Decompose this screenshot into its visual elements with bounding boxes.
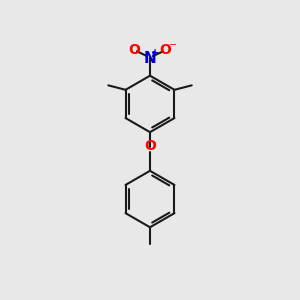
Text: N: N: [144, 51, 156, 66]
Text: −: −: [169, 40, 177, 50]
Text: O: O: [144, 140, 156, 153]
Text: O: O: [160, 43, 171, 56]
Text: +: +: [151, 47, 159, 58]
Text: O: O: [129, 43, 140, 56]
